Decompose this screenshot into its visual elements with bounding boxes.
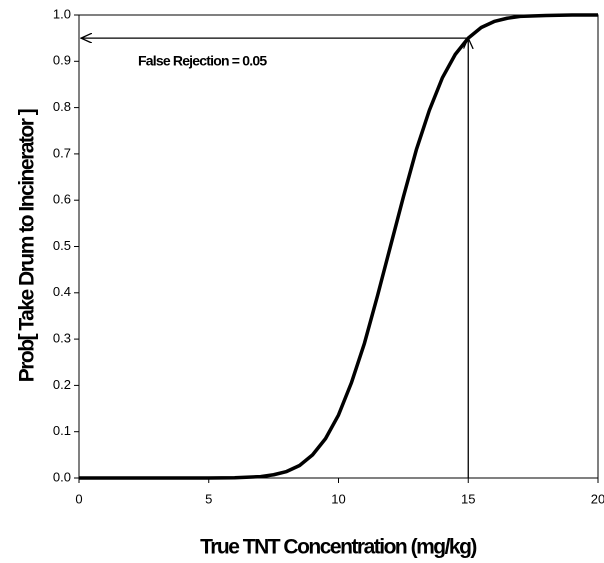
plot-frame (78, 14, 599, 479)
y-tick-label: 0.8 (53, 99, 71, 114)
annotation: False Rejection = 0.05 (138, 53, 267, 69)
y-tick-label: 0.4 (53, 284, 71, 299)
y-tick-label: 0.5 (53, 238, 71, 253)
y-tick-label: 0.3 (53, 331, 71, 346)
curve (79, 13, 598, 480)
x-axis-title: True TNT Concentration (mg/kg) (200, 536, 476, 559)
y-tick-label: 0.1 (53, 423, 71, 438)
y-axis-title: Prob[ Take Drum to Incinerator ] (16, 109, 39, 382)
x-tick-label: 20 (591, 491, 604, 506)
y-tick-label: 0.9 (53, 53, 71, 68)
y-tick-label: 0.2 (53, 377, 71, 392)
y-tick-label: 0.0 (53, 469, 71, 484)
x-tick-label: 10 (331, 491, 345, 506)
y-tick-label: 0.6 (53, 192, 71, 207)
x-tick-label: 15 (461, 491, 475, 506)
y-tick-label: 0.7 (53, 145, 71, 160)
x-tick-label: 5 (205, 491, 212, 506)
y-tick-label: 1.0 (53, 6, 71, 21)
x-tick-label: 0 (75, 491, 82, 506)
